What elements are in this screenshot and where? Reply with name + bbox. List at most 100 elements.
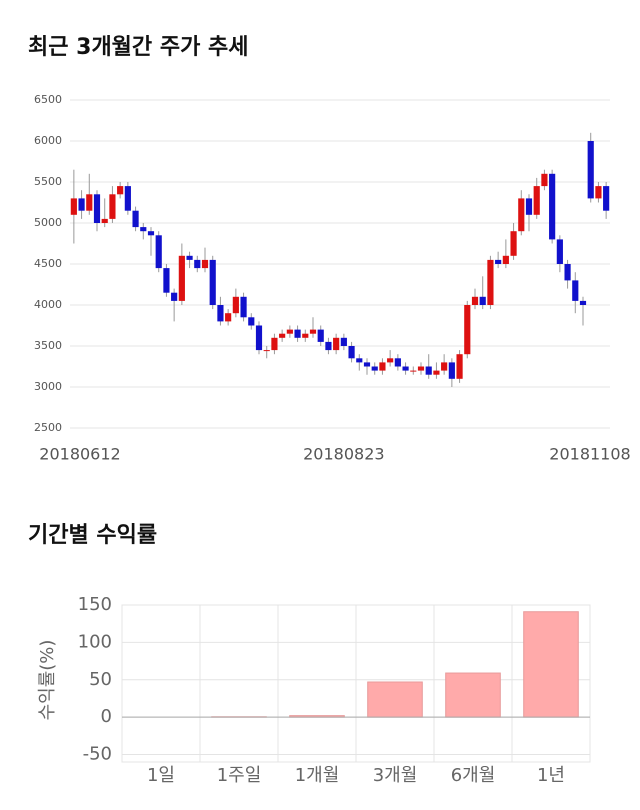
candle-body	[379, 362, 386, 371]
candle-body	[93, 194, 101, 223]
candle-body	[387, 358, 394, 363]
candle-body	[502, 255, 509, 264]
candle-body	[518, 198, 525, 232]
candle-body	[194, 259, 201, 269]
y-tick-label: 50	[89, 669, 112, 690]
bar	[445, 672, 501, 718]
candle-body	[410, 370, 417, 372]
candle-body	[556, 239, 563, 264]
bar	[523, 611, 579, 718]
candle-body	[394, 358, 401, 367]
candle-body	[78, 198, 85, 211]
candle-body	[155, 235, 162, 269]
candle-body	[595, 186, 602, 199]
x-tick-label: 1일	[147, 765, 175, 786]
x-tick-label: 20180612	[39, 445, 120, 464]
chart-title: 최근 3개월간 주가 추세	[28, 35, 248, 60]
candle-body	[186, 255, 193, 260]
y-tick-label: 5000	[34, 216, 62, 229]
y-tick-label: 5500	[34, 175, 62, 188]
candle-body	[348, 346, 355, 359]
y-axis-label: 수익률(%)	[37, 640, 58, 721]
y-tick-label: 0	[101, 706, 112, 727]
y-tick-label: 3500	[34, 339, 62, 352]
candle-body	[333, 337, 340, 351]
candle-body	[495, 259, 502, 264]
candle-body	[147, 231, 155, 236]
candle-body	[309, 329, 317, 334]
y-tick-label: 6500	[34, 93, 62, 106]
candle-body	[240, 296, 247, 318]
candle-body	[302, 333, 309, 338]
candle-body	[140, 227, 147, 232]
bar	[367, 681, 423, 718]
y-tick-label: 100	[78, 631, 112, 652]
candle-body	[456, 354, 463, 379]
candle-body	[363, 362, 371, 367]
candle-body	[371, 366, 378, 371]
y-tick-label: 150	[78, 594, 112, 615]
candle-body	[525, 198, 533, 215]
y-tick-label: 4000	[34, 298, 62, 311]
candle-body	[209, 259, 216, 305]
candle-body	[271, 337, 278, 351]
candle-body	[510, 231, 517, 256]
x-tick-label: 20181108	[549, 445, 630, 464]
candle-body	[117, 186, 124, 195]
candle-body	[248, 317, 255, 326]
x-tick-label: 3개월	[373, 765, 418, 786]
candle-body	[464, 305, 471, 355]
candle-body	[340, 337, 347, 346]
y-tick-label: -50	[83, 744, 112, 765]
candle-body	[441, 362, 448, 371]
candle-body	[487, 259, 494, 305]
candle-body	[178, 255, 185, 301]
candle-body	[549, 173, 556, 240]
candle-body	[294, 329, 301, 338]
candle-body	[425, 366, 432, 375]
x-tick-label: 1년	[537, 765, 565, 786]
candle-body	[255, 325, 263, 351]
candle-body	[417, 366, 425, 371]
candle-body	[541, 173, 548, 187]
candle-body	[201, 259, 209, 269]
y-tick-label: 4500	[34, 257, 62, 270]
candle-body	[225, 313, 232, 322]
y-tick-label: 2500	[34, 421, 62, 434]
candle-body	[286, 329, 293, 334]
candle-body	[579, 300, 587, 305]
y-tick-label: 3000	[34, 380, 62, 393]
x-tick-label: 1개월	[295, 765, 340, 786]
candle-body	[564, 264, 571, 281]
x-tick-label: 6개월	[451, 765, 496, 786]
candle-body	[86, 194, 93, 211]
y-tick-label: 6000	[34, 134, 62, 147]
candle-body	[479, 296, 486, 305]
candle-body	[70, 198, 77, 215]
candle-body	[171, 292, 178, 301]
chart-title: 기간별 수익률	[28, 523, 157, 548]
candle-body	[587, 141, 594, 199]
x-tick-label: 20180823	[303, 445, 384, 464]
candle-body	[448, 362, 455, 379]
candle-body	[217, 305, 224, 322]
candle-body	[572, 280, 579, 301]
candle-body	[603, 186, 610, 211]
candle-body	[279, 333, 286, 338]
candle-body	[163, 268, 170, 293]
candle-body	[356, 358, 363, 363]
candle-body	[263, 350, 270, 352]
candle-body	[232, 296, 239, 314]
candle-body	[433, 370, 440, 375]
candle-body	[402, 366, 409, 371]
candle-body	[325, 341, 332, 351]
x-tick-label: 1주일	[217, 765, 262, 786]
candle-body	[132, 210, 139, 228]
candle-body	[533, 186, 540, 215]
candle-body	[317, 329, 324, 342]
candle-body	[109, 194, 116, 219]
candle-body	[101, 218, 108, 223]
candle-body	[471, 296, 479, 305]
